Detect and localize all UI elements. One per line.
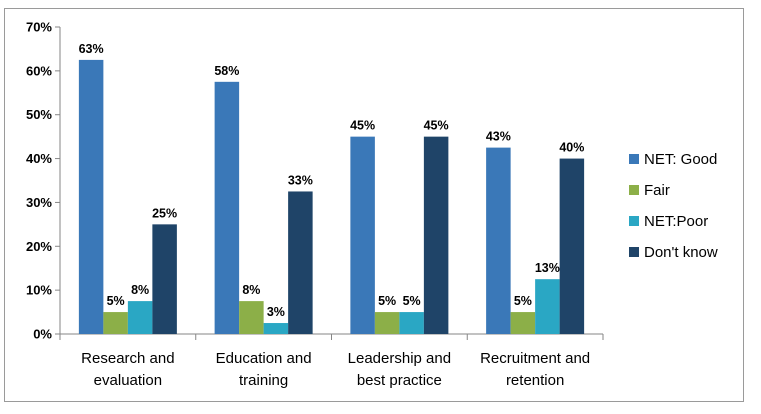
category-label: evaluation bbox=[94, 372, 162, 389]
legend-label: Fair bbox=[644, 182, 670, 199]
category-label: Recruitment and bbox=[480, 350, 590, 367]
data-label: 43% bbox=[486, 130, 511, 144]
bar bbox=[535, 279, 560, 334]
bar bbox=[103, 312, 128, 334]
data-label: 5% bbox=[514, 294, 532, 308]
bar bbox=[239, 301, 264, 334]
category-label: retention bbox=[506, 372, 564, 389]
category-label: best practice bbox=[357, 372, 442, 389]
data-label: 58% bbox=[214, 64, 239, 78]
bar bbox=[288, 191, 313, 334]
y-tick-label: 60% bbox=[26, 63, 52, 78]
data-label: 3% bbox=[267, 305, 285, 319]
bar bbox=[214, 81, 240, 334]
y-tick-label: 30% bbox=[26, 195, 52, 210]
category-label: Leadership and bbox=[348, 350, 451, 367]
data-label: 5% bbox=[403, 294, 421, 308]
legend-swatch bbox=[629, 154, 639, 164]
bar bbox=[263, 323, 289, 334]
data-label: 45% bbox=[424, 119, 449, 133]
legend-label: NET: Good bbox=[644, 151, 717, 168]
bar bbox=[423, 136, 449, 334]
data-label: 13% bbox=[535, 261, 560, 275]
data-label: 5% bbox=[107, 294, 125, 308]
legend-label: Don't know bbox=[644, 244, 718, 261]
bar bbox=[152, 224, 177, 334]
data-label: 40% bbox=[559, 141, 584, 155]
legend-swatch bbox=[629, 216, 639, 226]
data-label: 63% bbox=[79, 42, 104, 56]
data-label: 8% bbox=[242, 283, 260, 297]
data-label: 8% bbox=[131, 283, 149, 297]
bar bbox=[374, 312, 400, 334]
data-label: 25% bbox=[152, 206, 177, 220]
data-label: 45% bbox=[350, 119, 375, 133]
data-label: 5% bbox=[378, 294, 396, 308]
bar bbox=[559, 158, 585, 334]
legend-label: NET:Poor bbox=[644, 213, 708, 230]
y-tick-label: 40% bbox=[26, 151, 52, 166]
y-tick-label: 0% bbox=[33, 327, 52, 342]
data-label: 33% bbox=[288, 173, 313, 187]
bar bbox=[127, 301, 153, 334]
bar bbox=[350, 136, 375, 334]
bar bbox=[486, 147, 511, 334]
bar bbox=[399, 312, 424, 334]
category-label: Education and bbox=[216, 350, 312, 367]
bar bbox=[78, 59, 104, 335]
category-label: training bbox=[239, 372, 288, 389]
legend-swatch bbox=[629, 185, 639, 195]
y-tick-label: 20% bbox=[26, 239, 52, 254]
y-tick-label: 70% bbox=[26, 20, 52, 35]
y-tick-label: 10% bbox=[26, 283, 52, 298]
legend-swatch bbox=[629, 247, 639, 257]
y-tick-label: 50% bbox=[26, 107, 52, 122]
category-label: Research and bbox=[81, 350, 174, 367]
bar bbox=[510, 312, 536, 334]
